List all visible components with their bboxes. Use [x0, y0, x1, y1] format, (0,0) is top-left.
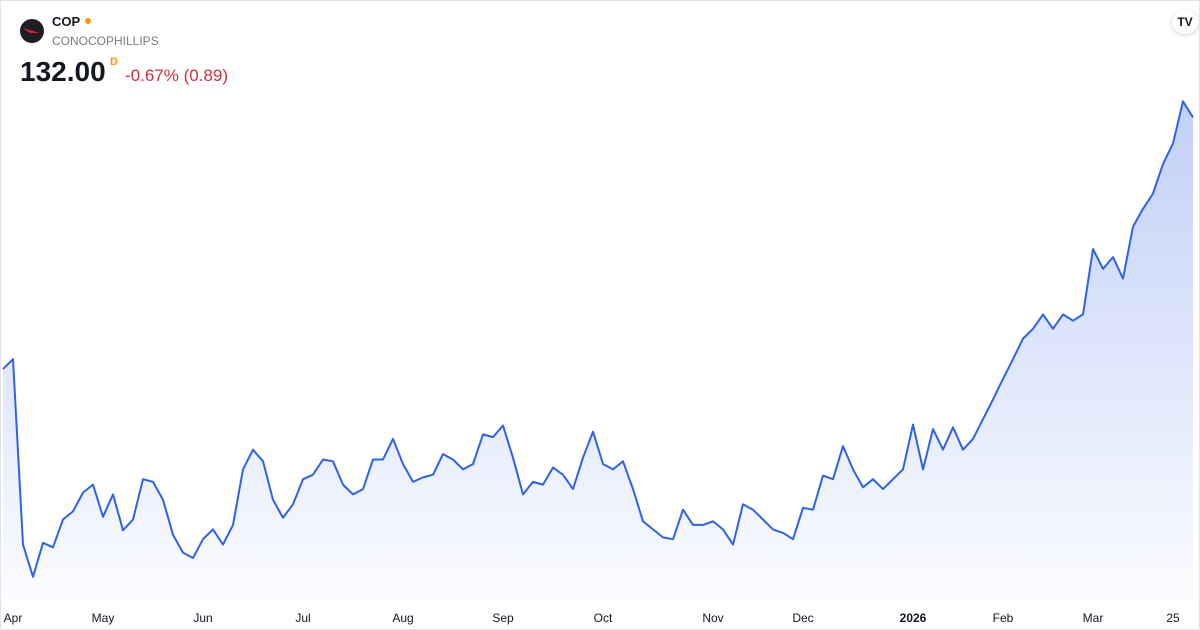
- x-tick-label: Dec: [792, 611, 813, 625]
- logo: [20, 19, 44, 43]
- x-tick-label: Nov: [702, 611, 723, 625]
- x-tick-label: Jun: [193, 611, 212, 625]
- x-tick-label: Sep: [492, 611, 514, 625]
- company-name: CONOCOPHILLIPS: [52, 34, 159, 48]
- x-tick-label: 25: [1166, 611, 1180, 625]
- tv-logo[interactable]: TV: [1172, 10, 1198, 34]
- x-tick-label: May: [92, 611, 115, 625]
- price-change: -0.67% (0.89): [125, 66, 228, 85]
- x-tick-label: Apr: [4, 611, 23, 625]
- price: 132.00: [20, 56, 106, 87]
- area-fill: [3, 101, 1193, 602]
- x-tick-label: 2026: [900, 611, 927, 625]
- interval: D: [110, 56, 118, 68]
- symbol: COP: [52, 14, 81, 29]
- x-tick-label: Oct: [594, 611, 613, 625]
- x-tick-label: Aug: [392, 611, 413, 625]
- x-tick-label: Feb: [993, 611, 1014, 625]
- price-line: [2, 100, 1194, 578]
- status-dot: [85, 18, 91, 24]
- x-tick-label: Mar: [1083, 611, 1104, 625]
- x-tick-label: Jul: [295, 611, 310, 625]
